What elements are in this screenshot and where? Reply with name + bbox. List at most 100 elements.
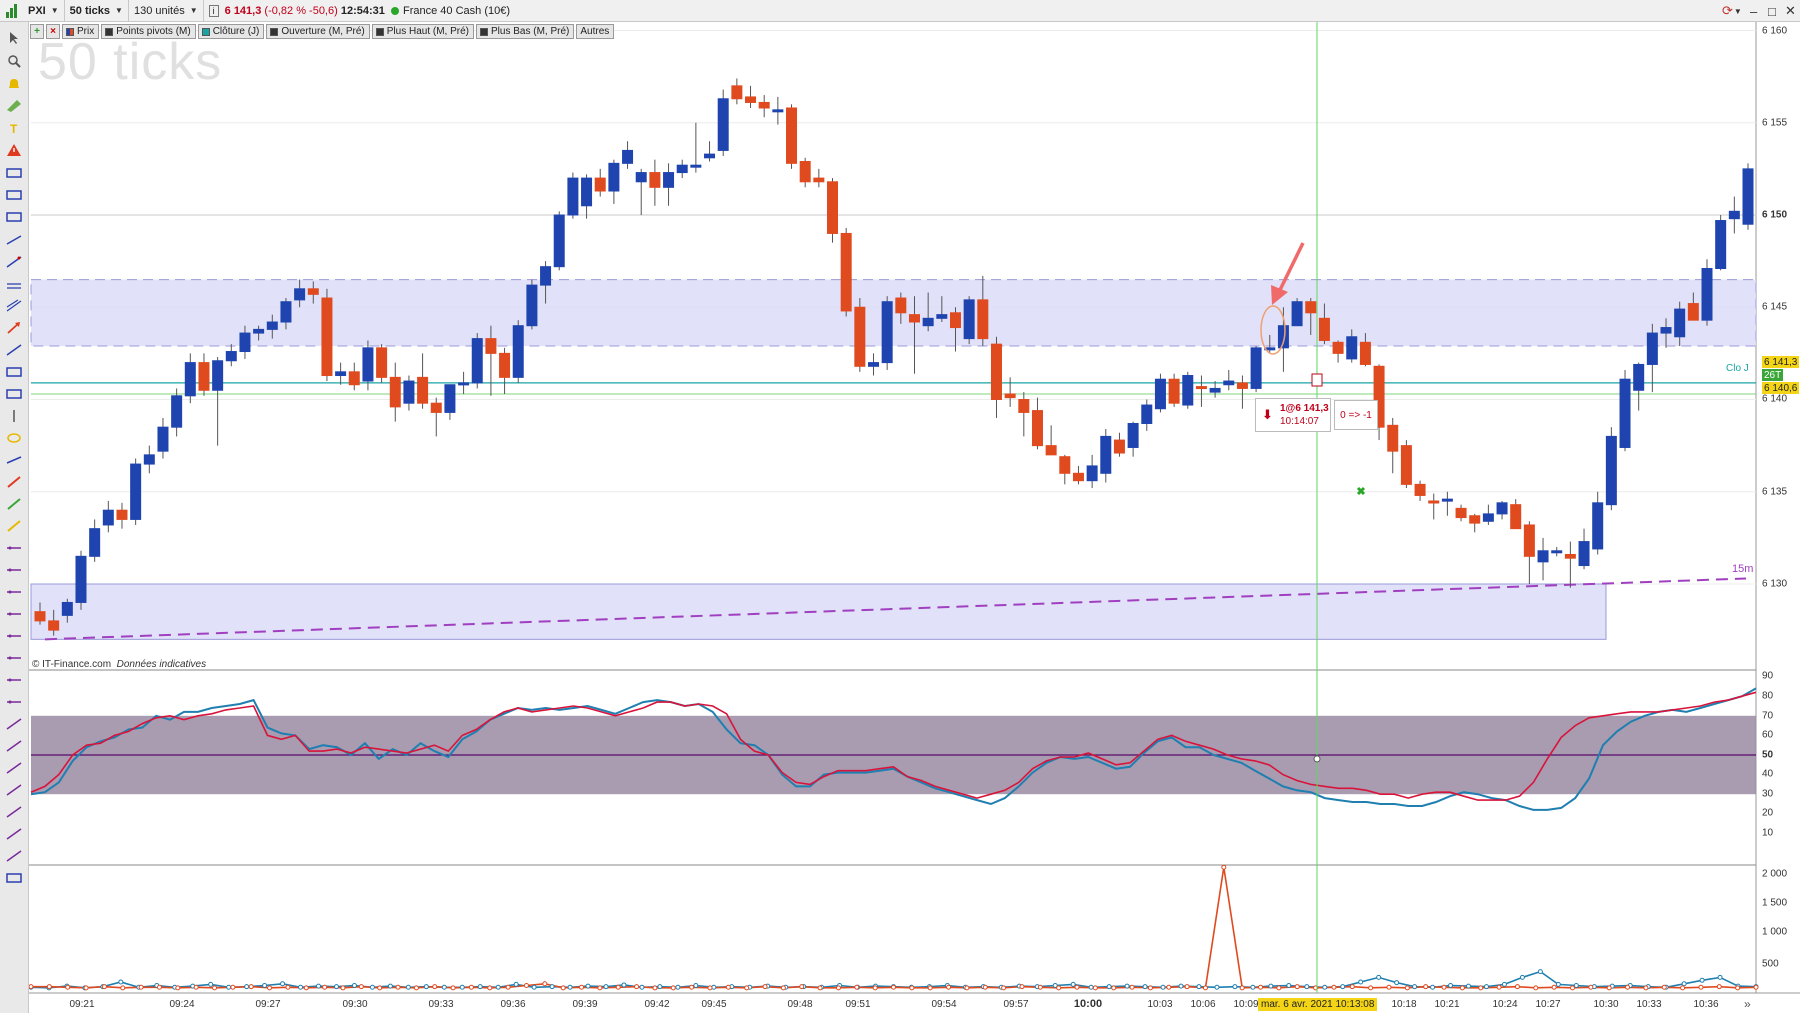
- zone-tool-icon[interactable]: [5, 386, 23, 402]
- volume-point: [1606, 985, 1612, 991]
- volume-point: [262, 983, 268, 989]
- scroll-right-icon[interactable]: »: [1744, 997, 1751, 1011]
- volume-point: [615, 984, 621, 990]
- minimize-button[interactable]: –: [1750, 3, 1758, 19]
- add-indicator-button[interactable]: +: [30, 24, 44, 39]
- volume-point: [693, 983, 699, 989]
- ruler-icon[interactable]: [5, 98, 23, 114]
- legend-close[interactable]: Clôture (J): [197, 24, 265, 39]
- pitchfork-tool-icon[interactable]: [5, 298, 23, 314]
- units-selector[interactable]: 130 unités ▼: [129, 0, 204, 22]
- volume-point: [634, 984, 640, 990]
- open-swatch: [270, 27, 279, 36]
- horizontal-line-icon[interactable]: [5, 540, 23, 556]
- horizontal-line-7-icon[interactable]: [5, 672, 23, 688]
- close-button[interactable]: ✕: [1785, 3, 1796, 18]
- candle: [280, 301, 292, 323]
- remove-indicator-button[interactable]: ×: [46, 24, 60, 39]
- candle: [1305, 301, 1317, 314]
- price-change: (-0,82 % -50,6): [264, 4, 338, 17]
- cursor-icon[interactable]: [5, 30, 23, 46]
- cycle-tool-icon[interactable]: [5, 342, 23, 358]
- warning-icon[interactable]: [5, 142, 23, 158]
- candle: [758, 101, 770, 109]
- ray-tool-icon[interactable]: [5, 452, 23, 468]
- candle: [731, 85, 743, 100]
- diagonal-tool-6-icon[interactable]: [5, 826, 23, 842]
- box-tool-icon[interactable]: [5, 364, 23, 380]
- pencil-green-icon[interactable]: [5, 496, 23, 512]
- close-price-tag: 6 140,6: [1762, 382, 1800, 394]
- volume-point: [780, 985, 786, 991]
- ellipse-tool-icon[interactable]: [5, 430, 23, 446]
- line-tool-icon[interactable]: [5, 165, 23, 181]
- volume-point: [1304, 984, 1310, 990]
- channel-tool-icon[interactable]: [5, 187, 23, 203]
- rectangle-outline-icon[interactable]: [5, 870, 23, 886]
- alert-bell-icon[interactable]: [5, 76, 23, 92]
- horizontal-line-6-icon[interactable]: [5, 650, 23, 666]
- candle: [1086, 465, 1098, 482]
- legend-pivots[interactable]: Points pivots (M): [101, 24, 196, 39]
- zoom-icon[interactable]: [5, 53, 23, 69]
- volume-point: [523, 983, 529, 989]
- volume-point: [83, 985, 89, 991]
- timeframe-selector[interactable]: 50 ticks ▼: [65, 0, 129, 22]
- horizontal-line-4-icon[interactable]: [5, 606, 23, 622]
- candle: [581, 177, 593, 207]
- pencil-yellow-icon[interactable]: [5, 518, 23, 534]
- legend-low[interactable]: Plus Bas (M, Pré): [476, 24, 575, 39]
- horizontal-line-3-icon[interactable]: [5, 584, 23, 600]
- legend-open[interactable]: Ouverture (M, Pré): [266, 24, 370, 39]
- legend-label: Points pivots (M): [116, 26, 191, 37]
- candle: [840, 232, 852, 312]
- volume-point: [118, 979, 124, 985]
- rectangle-tool-icon[interactable]: [5, 209, 23, 225]
- diagonal-tool-4-icon[interactable]: [5, 782, 23, 798]
- volume-point: [579, 984, 585, 990]
- maximize-button[interactable]: □: [1768, 3, 1776, 19]
- horizontal-line-5-icon[interactable]: [5, 628, 23, 644]
- horizontal-line-8-icon[interactable]: [5, 694, 23, 710]
- diagonal-tool-7-icon[interactable]: [5, 848, 23, 864]
- volume-point: [1001, 985, 1007, 991]
- price-tick: 6 145: [1762, 301, 1788, 313]
- time-tick: 09:48: [787, 999, 813, 1010]
- info-icon[interactable]: i: [208, 4, 219, 17]
- order-tooltip[interactable]: ⬇ 1@6 141,3 10:14:07: [1255, 398, 1331, 432]
- gann-tool-icon[interactable]: [5, 276, 23, 292]
- candle: [704, 153, 716, 159]
- volume-point: [441, 984, 447, 990]
- instrument-selector[interactable]: PXI ▼: [23, 0, 65, 22]
- text-icon[interactable]: T: [5, 120, 23, 136]
- diagonal-tool-3-icon[interactable]: [5, 760, 23, 776]
- volume-point: [298, 984, 304, 990]
- legend-price[interactable]: Prix: [62, 24, 100, 39]
- diagonal-tool-5-icon[interactable]: [5, 804, 23, 820]
- pencil-red-icon[interactable]: [5, 474, 23, 490]
- fibonacci-tool-icon[interactable]: [5, 254, 23, 270]
- candle: [1469, 515, 1481, 524]
- vertical-line-icon[interactable]: [5, 408, 23, 424]
- horizontal-line-2-icon[interactable]: [5, 562, 23, 578]
- diagonal-tool-2-icon[interactable]: [5, 738, 23, 754]
- position-tooltip[interactable]: 0 => -1: [1334, 400, 1378, 430]
- time-tick: 10:36: [1693, 999, 1719, 1010]
- volume-tick: 1 500: [1762, 897, 1788, 909]
- legend-high[interactable]: Plus Haut (M, Pré): [371, 24, 474, 39]
- volume-point: [1349, 984, 1355, 990]
- volume-point: [1643, 985, 1649, 991]
- candle: [239, 332, 251, 353]
- osc-tick: 70: [1762, 710, 1774, 722]
- arrow-tool-icon[interactable]: [5, 320, 23, 336]
- candle: [977, 299, 989, 340]
- candle: [1496, 502, 1508, 515]
- trend-tool-icon[interactable]: [5, 232, 23, 248]
- diagonal-tool-icon[interactable]: [5, 716, 23, 732]
- market-status-icon: [391, 6, 400, 15]
- refresh-icon[interactable]: ⟳ ▼: [1722, 3, 1742, 18]
- candle: [799, 160, 811, 183]
- legend-others[interactable]: Autres: [576, 24, 615, 39]
- volume-point: [120, 985, 126, 991]
